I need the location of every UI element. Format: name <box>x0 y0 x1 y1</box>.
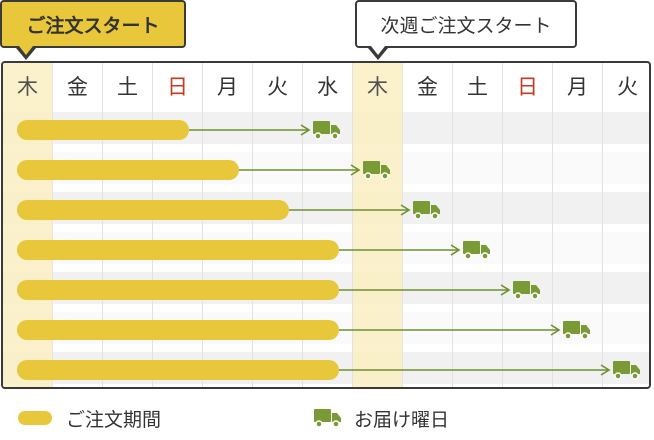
day-column: 金 <box>53 63 103 387</box>
schedule-row <box>17 360 640 380</box>
next-week-callout-pointer-fill <box>371 46 385 55</box>
truck-icon <box>563 321 590 340</box>
order-period-marker <box>18 411 52 425</box>
truck-icon <box>363 161 390 180</box>
day-label: 月 <box>217 75 238 99</box>
day-column: 日 <box>153 63 203 387</box>
day-label: 火 <box>267 75 288 99</box>
delivery-arrow-head <box>550 324 561 336</box>
day-column: 水 <box>303 63 353 387</box>
order-start-callout-pointer-fill <box>19 46 33 55</box>
schedule-row <box>17 320 590 340</box>
order-period-bar <box>17 200 289 220</box>
order-period-bar <box>17 280 339 300</box>
truck-icon <box>613 361 640 380</box>
day-label: 日 <box>167 75 188 99</box>
schedule-overlay <box>17 120 640 380</box>
schedule-row <box>17 200 440 220</box>
day-column: 月 <box>553 63 603 387</box>
legend-order-period: ご注文期間 <box>18 404 161 432</box>
day-column: 火 <box>603 63 649 387</box>
day-label: 金 <box>417 75 438 99</box>
legend-delivery-day-label: お届け曜日 <box>354 408 450 431</box>
day-label: 日 <box>517 75 538 99</box>
day-column: 土 <box>453 63 503 387</box>
schedule-row <box>17 240 490 260</box>
schedule-row <box>17 160 390 180</box>
truck-icon <box>513 281 540 300</box>
day-column: 金 <box>403 63 453 387</box>
day-label: 土 <box>467 75 488 99</box>
delivery-arrow-head <box>450 244 461 256</box>
day-label: 木 <box>17 75 38 99</box>
truck-icon <box>313 121 340 140</box>
next-week-order-start-callout: 次週ご注文スタート <box>355 0 577 48</box>
truck-icon <box>413 201 440 220</box>
delivery-arrow-head <box>350 164 361 176</box>
truck-icon <box>463 241 490 260</box>
order-period-bar <box>17 360 339 380</box>
order-start-label: ご注文スタート <box>26 14 160 37</box>
order-period-bar <box>17 160 239 180</box>
order-period-bar <box>17 320 339 340</box>
day-label: 金 <box>67 75 88 99</box>
legend-order-period-label: ご注文期間 <box>66 408 162 431</box>
order-start-callout: ご注文スタート <box>0 0 186 48</box>
day-label: 月 <box>567 75 588 99</box>
delivery-arrow-head <box>300 124 311 136</box>
order-period-bar <box>17 240 339 260</box>
day-label: 土 <box>117 75 138 99</box>
order-period-bar <box>17 120 189 140</box>
truck-icon <box>314 409 341 428</box>
day-column: 火 <box>253 63 303 387</box>
schedule-row <box>17 120 340 140</box>
day-column: 土 <box>103 63 153 387</box>
delivery-arrow-head <box>500 284 511 296</box>
delivery-arrow-head <box>400 204 411 216</box>
day-label: 木 <box>367 75 388 99</box>
day-column: 月 <box>203 63 253 387</box>
next-week-order-start-label: 次週ご注文スタート <box>380 14 552 37</box>
delivery-arrow-head <box>600 364 611 376</box>
day-label: 火 <box>617 75 638 99</box>
schedule-grid: 木金土日月火水木金土日月火 <box>1 61 651 389</box>
schedule-row <box>17 280 540 300</box>
legend-delivery-day: お届け曜日 <box>314 404 449 432</box>
day-column: 木 <box>353 63 403 387</box>
day-column: 日 <box>503 63 553 387</box>
day-label: 水 <box>317 75 338 99</box>
